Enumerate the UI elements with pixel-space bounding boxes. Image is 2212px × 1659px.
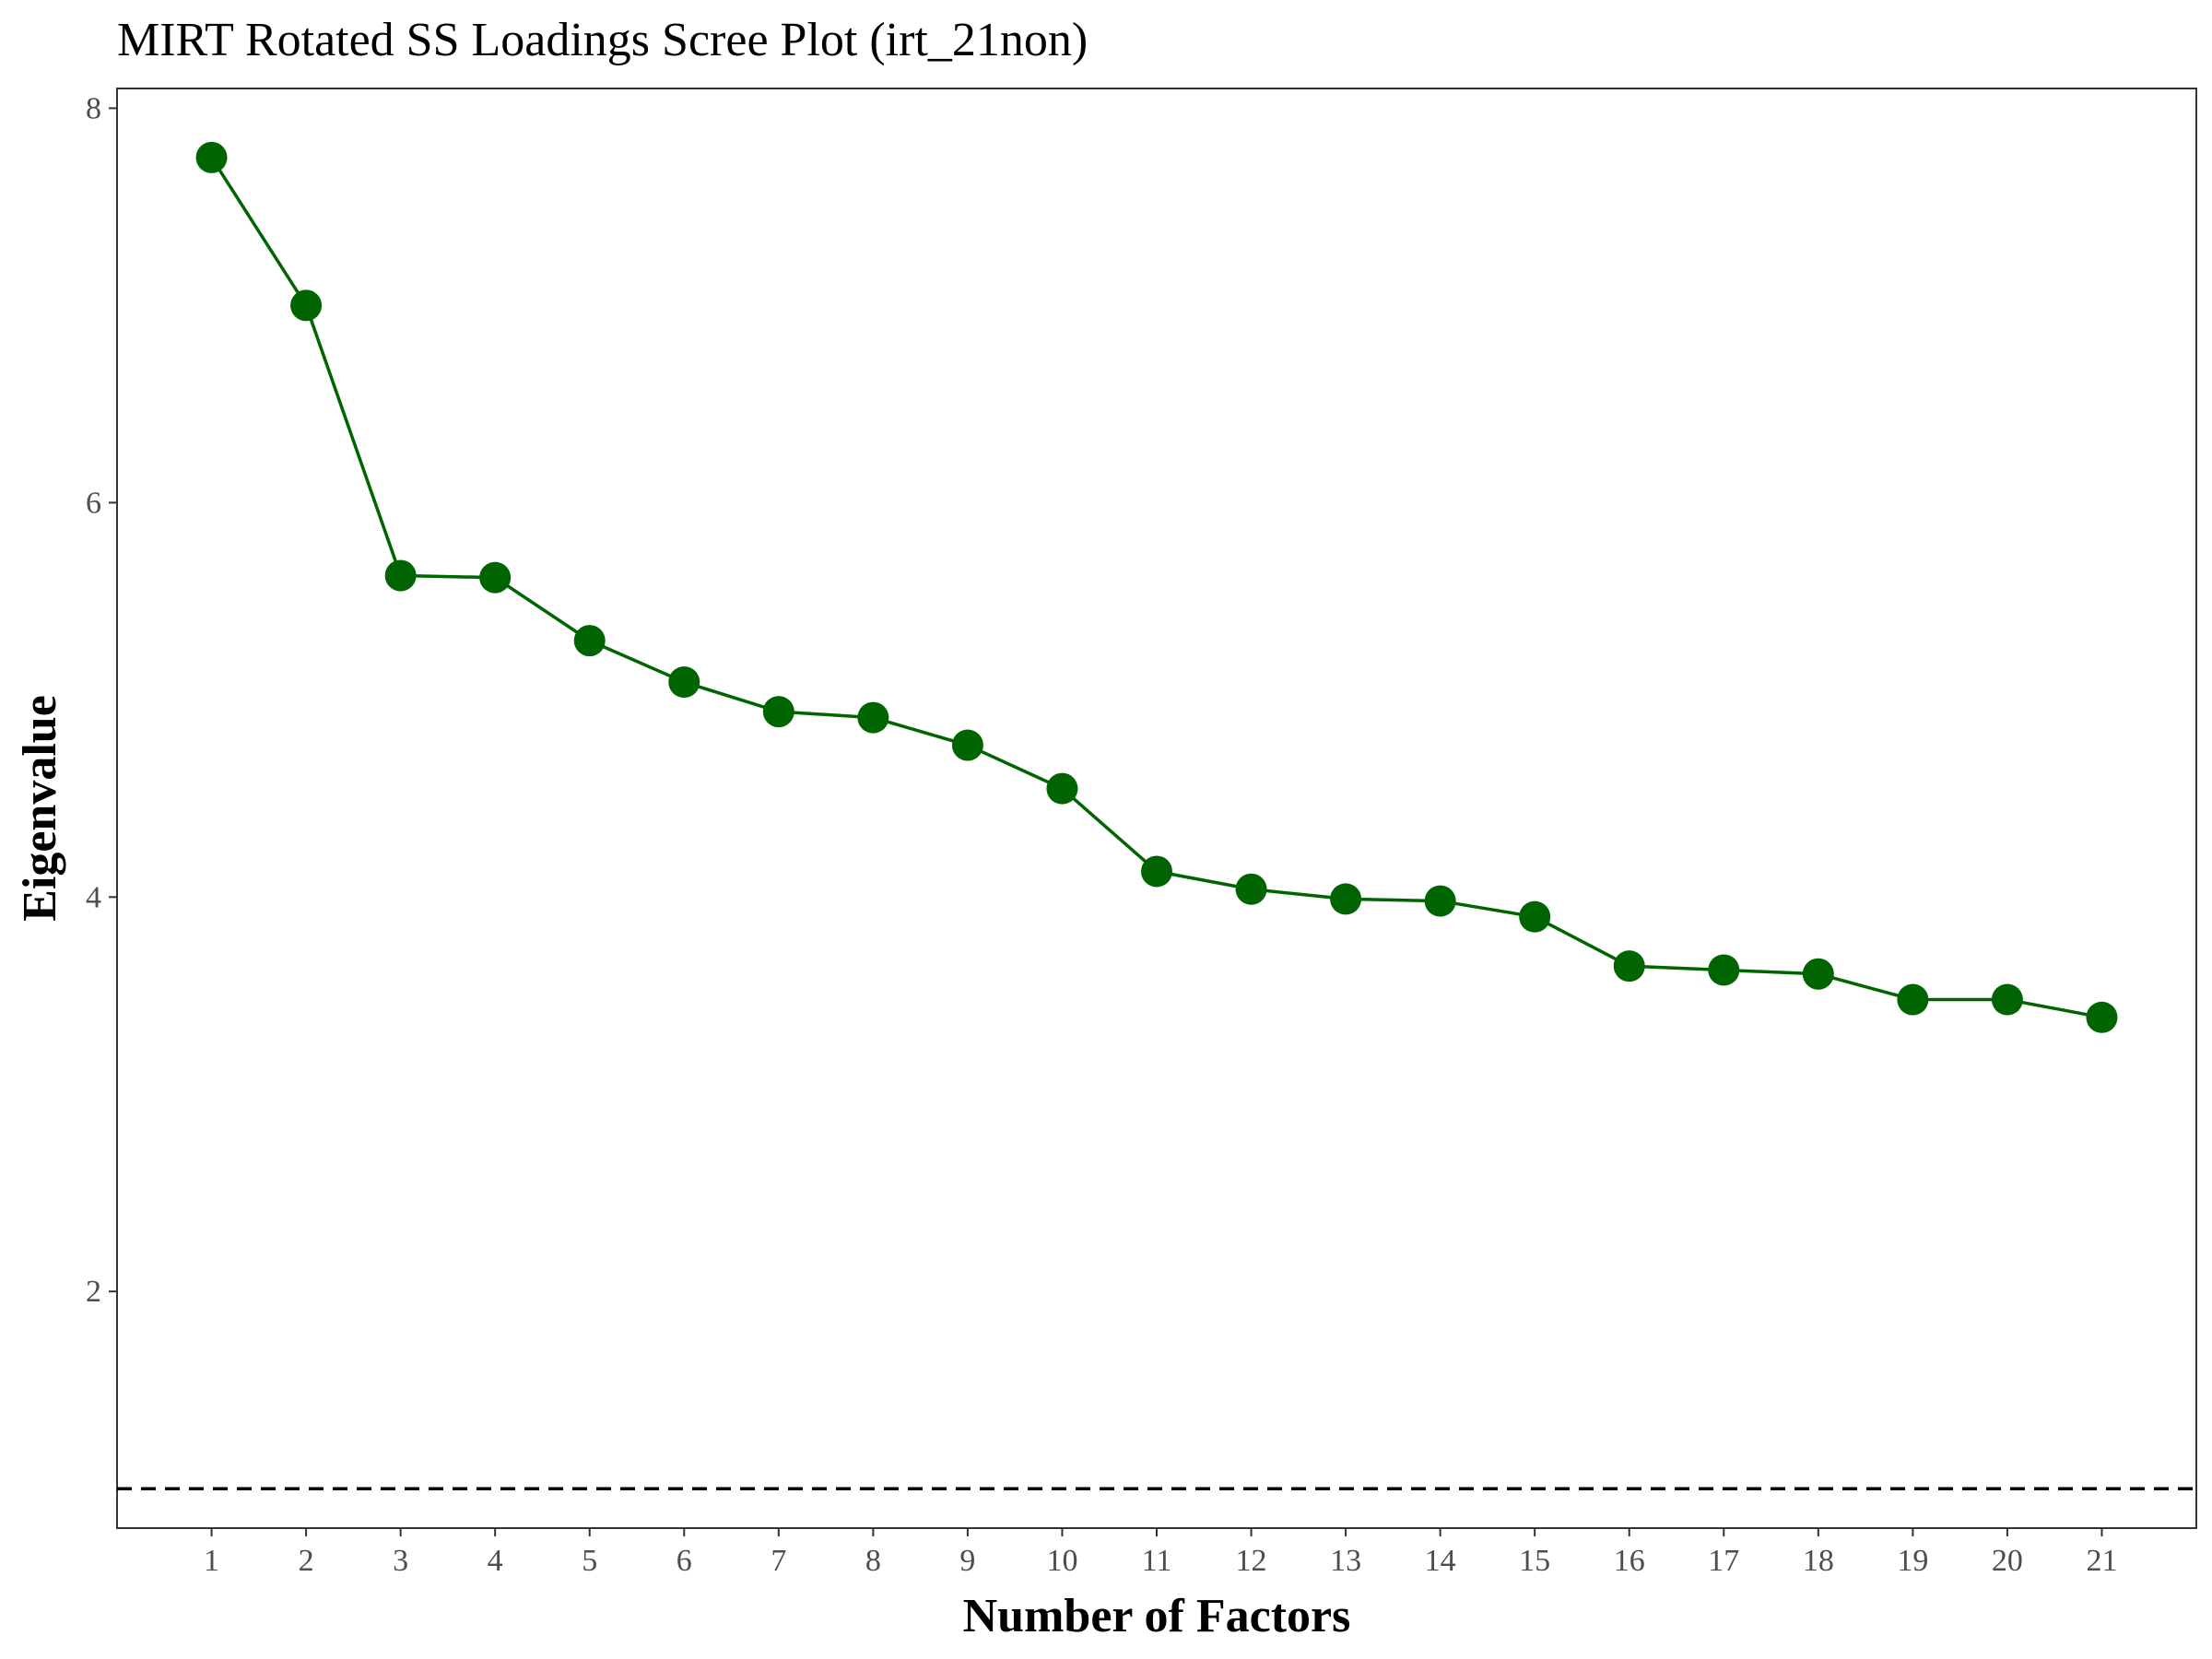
data-point — [1991, 983, 2023, 1016]
x-tick-label: 2 — [299, 1544, 314, 1578]
data-point — [762, 696, 794, 728]
data-point — [1519, 900, 1551, 933]
data-point — [1613, 950, 1645, 982]
y-tick-label: 8 — [86, 91, 101, 125]
y-tick-label: 6 — [86, 486, 101, 520]
data-point — [1424, 885, 1456, 917]
x-tick-label: 16 — [1614, 1544, 1645, 1578]
data-point — [857, 701, 889, 734]
data-point — [668, 666, 700, 699]
x-tick-label: 11 — [1142, 1544, 1172, 1578]
plot-panel — [116, 88, 2197, 1529]
x-tick-label: 7 — [771, 1544, 786, 1578]
data-point — [1330, 883, 1362, 915]
x-tick-label: 20 — [1992, 1544, 2023, 1578]
x-tick-label: 8 — [865, 1544, 881, 1578]
x-tick-label: 14 — [1425, 1544, 1456, 1578]
x-axis: 1 2 3 4 5 6 7 8 9 10 11 12 13 14 15 16 17 18 19 20 21 — [204, 1528, 2117, 1578]
x-tick-label: 4 — [488, 1544, 503, 1578]
x-tick-label: 5 — [582, 1544, 597, 1578]
y-axis: 2 4 6 8 — [86, 91, 117, 1309]
y-tick-label: 4 — [86, 880, 101, 914]
y-axis-title: Eigenvalue — [14, 695, 66, 922]
x-axis-title: Number of Factors — [963, 1590, 1351, 1642]
x-tick-label: 9 — [959, 1544, 975, 1578]
data-point — [1141, 855, 1172, 888]
data-point — [479, 561, 512, 594]
data-point — [2086, 1001, 2118, 1033]
data-point — [1802, 958, 1834, 990]
x-tick-label: 13 — [1330, 1544, 1361, 1578]
data-point — [290, 289, 323, 322]
x-tick-label: 21 — [2086, 1544, 2117, 1578]
x-tick-label: 6 — [677, 1544, 692, 1578]
data-point — [951, 729, 983, 761]
x-tick-label: 19 — [1897, 1544, 1928, 1578]
data-point — [1708, 954, 1740, 986]
x-tick-label: 17 — [1708, 1544, 1739, 1578]
x-tick-label: 1 — [204, 1544, 219, 1578]
data-point — [573, 625, 606, 657]
data-point — [1046, 772, 1078, 805]
chart-title: MIRT Rotated SS Loadings Scree Plot (irt… — [117, 14, 1088, 66]
x-tick-label: 15 — [1519, 1544, 1550, 1578]
x-tick-label: 3 — [393, 1544, 408, 1578]
data-point — [1897, 983, 1929, 1016]
data-point — [195, 141, 228, 173]
x-tick-label: 18 — [1803, 1544, 1834, 1578]
series-layer — [195, 141, 2118, 1033]
y-tick-label: 2 — [86, 1275, 101, 1309]
data-point — [384, 559, 417, 592]
x-tick-label: 12 — [1236, 1544, 1267, 1578]
x-tick-label: 10 — [1046, 1544, 1077, 1578]
data-point — [1235, 873, 1267, 905]
